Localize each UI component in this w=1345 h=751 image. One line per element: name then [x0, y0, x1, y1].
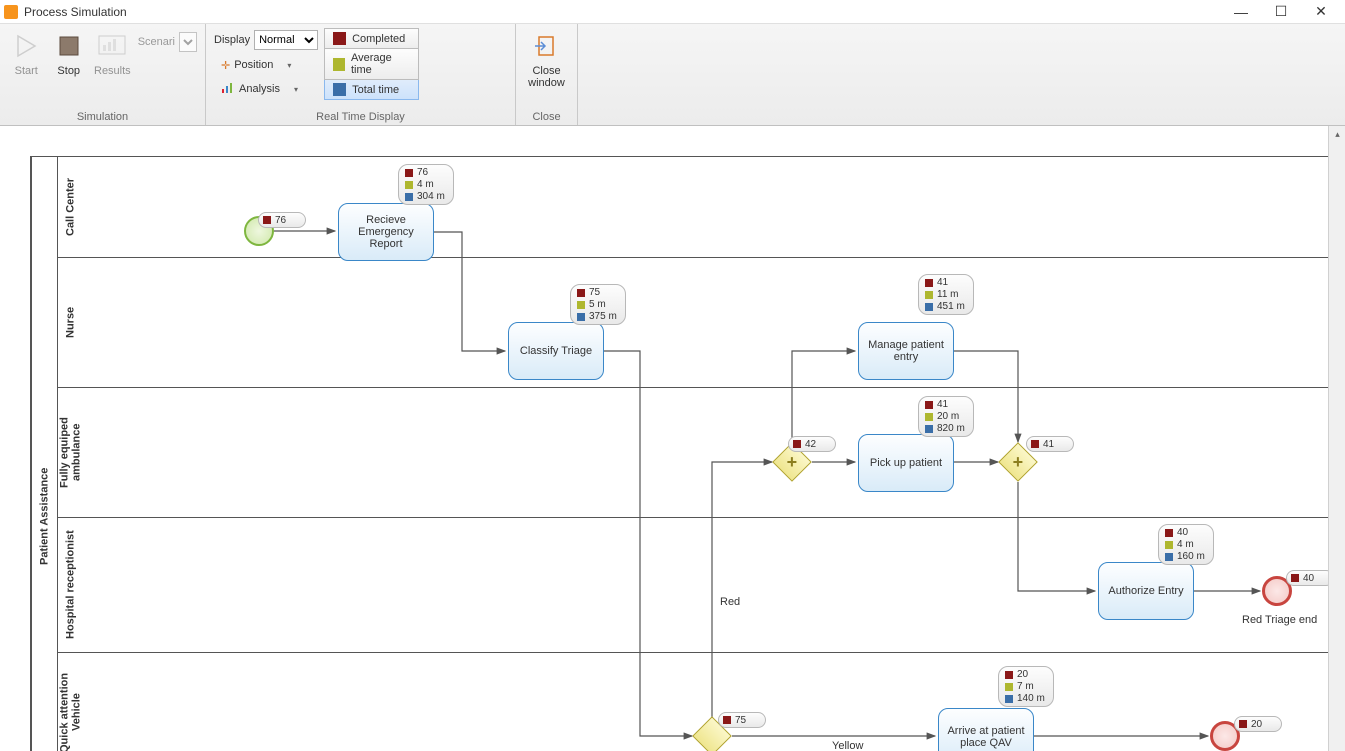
ribbon-group-label-realtime: Real Time Display	[214, 109, 507, 123]
stop-button[interactable]: Stop	[51, 28, 88, 104]
stats-badge: 4120 m820 m	[918, 396, 974, 437]
minimize-button[interactable]: —	[1221, 0, 1261, 24]
stats-badge: 20	[1234, 716, 1282, 732]
task-t4[interactable]: Pick up patient	[858, 434, 954, 492]
results-button[interactable]: Results	[93, 28, 132, 104]
lane-nurse: Nurse	[57, 257, 1329, 387]
play-icon	[11, 31, 41, 61]
diagram-canvas-scroll[interactable]: Patient AssistanceCall CenterNurseFully …	[0, 126, 1345, 751]
chart-icon	[221, 82, 235, 97]
ribbon: Start Stop Results Scenari Simulation	[0, 24, 1345, 126]
stats-badge: 755 m375 m	[570, 284, 626, 325]
lane-title: Fully equiped ambulance	[57, 388, 83, 517]
vertical-scrollbar[interactable]: ▴	[1328, 126, 1345, 751]
stats-badge: 42	[788, 436, 836, 452]
toggle-total-time[interactable]: Total time	[324, 80, 419, 100]
stats-badge: 41	[1026, 436, 1074, 452]
task-t2[interactable]: Classify Triage	[508, 322, 604, 380]
display-label: Display	[214, 34, 250, 46]
scroll-up-icon[interactable]: ▴	[1329, 126, 1345, 143]
app-icon	[4, 5, 18, 19]
title-bar: Process Simulation — ☐ ✕	[0, 0, 1345, 24]
stats-badge: 4111 m451 m	[918, 274, 974, 315]
chevron-down-icon: ▾	[287, 61, 291, 70]
stats-badge: 40	[1286, 570, 1334, 586]
crosshair-icon: ✛	[221, 59, 230, 72]
stats-badge: 764 m304 m	[398, 164, 454, 205]
pool: Patient AssistanceCall CenterNurseFully …	[30, 156, 1330, 751]
edge-label: Red	[720, 596, 740, 608]
chevron-down-icon: ▾	[294, 85, 298, 94]
ribbon-group-close: Closewindow Close	[516, 24, 578, 125]
results-icon	[97, 31, 127, 61]
avgtime-swatch	[333, 58, 345, 71]
ribbon-group-label-simulation: Simulation	[8, 109, 197, 123]
diagram-canvas[interactable]: Patient AssistanceCall CenterNurseFully …	[0, 126, 1330, 751]
lane-title: Nurse	[57, 258, 83, 387]
stats-badge: 76	[258, 212, 306, 228]
exit-icon	[532, 31, 562, 61]
lane-title: Call Center	[57, 157, 83, 257]
display-select[interactable]: Normal	[254, 30, 318, 50]
pool-title: Patient Assistance	[31, 157, 57, 751]
task-t6[interactable]: Arrive at patient place QAV	[938, 708, 1034, 751]
ribbon-group-realtime: Display Normal ✛ Position ▾ Analysis ▾	[206, 24, 516, 125]
legend-toggle-group: Completed Average time Total time	[324, 28, 419, 100]
lane-amb: Fully equiped ambulance	[57, 387, 1329, 517]
toggle-completed[interactable]: Completed	[324, 28, 419, 49]
close-window-button[interactable]: Closewindow	[526, 28, 568, 104]
close-button[interactable]: ✕	[1301, 0, 1341, 24]
scenario-select[interactable]	[179, 32, 197, 52]
start-button[interactable]: Start	[8, 28, 45, 104]
ribbon-group-label-close: Close	[524, 109, 569, 123]
analysis-button[interactable]: Analysis ▾	[214, 78, 318, 100]
lane-call: Call Center	[57, 157, 1329, 257]
window-title: Process Simulation	[24, 5, 1221, 19]
lane-title: Hospital receptionist	[57, 518, 83, 652]
completed-swatch	[333, 32, 346, 45]
stats-badge: 404 m160 m	[1158, 524, 1214, 565]
window-controls: — ☐ ✕	[1221, 0, 1341, 24]
scenario-label: Scenari	[138, 36, 175, 48]
edge-label: Yellow	[832, 740, 863, 751]
task-t3[interactable]: Manage patient entry	[858, 322, 954, 380]
ribbon-group-simulation: Start Stop Results Scenari Simulation	[0, 24, 206, 125]
position-button[interactable]: ✛ Position ▾	[214, 54, 318, 76]
task-t5[interactable]: Authorize Entry	[1098, 562, 1194, 620]
stats-badge: 207 m140 m	[998, 666, 1054, 707]
toggle-average-time[interactable]: Average time	[324, 49, 419, 80]
stop-icon	[54, 31, 84, 61]
task-t1[interactable]: Recieve Emergency Report	[338, 203, 434, 261]
maximize-button[interactable]: ☐	[1261, 0, 1301, 24]
stats-badge: 75	[718, 712, 766, 728]
totaltime-swatch	[333, 83, 346, 96]
lane-title: Quick attention Vehicle	[57, 653, 83, 751]
event-label: Red Triage end	[1242, 614, 1317, 626]
